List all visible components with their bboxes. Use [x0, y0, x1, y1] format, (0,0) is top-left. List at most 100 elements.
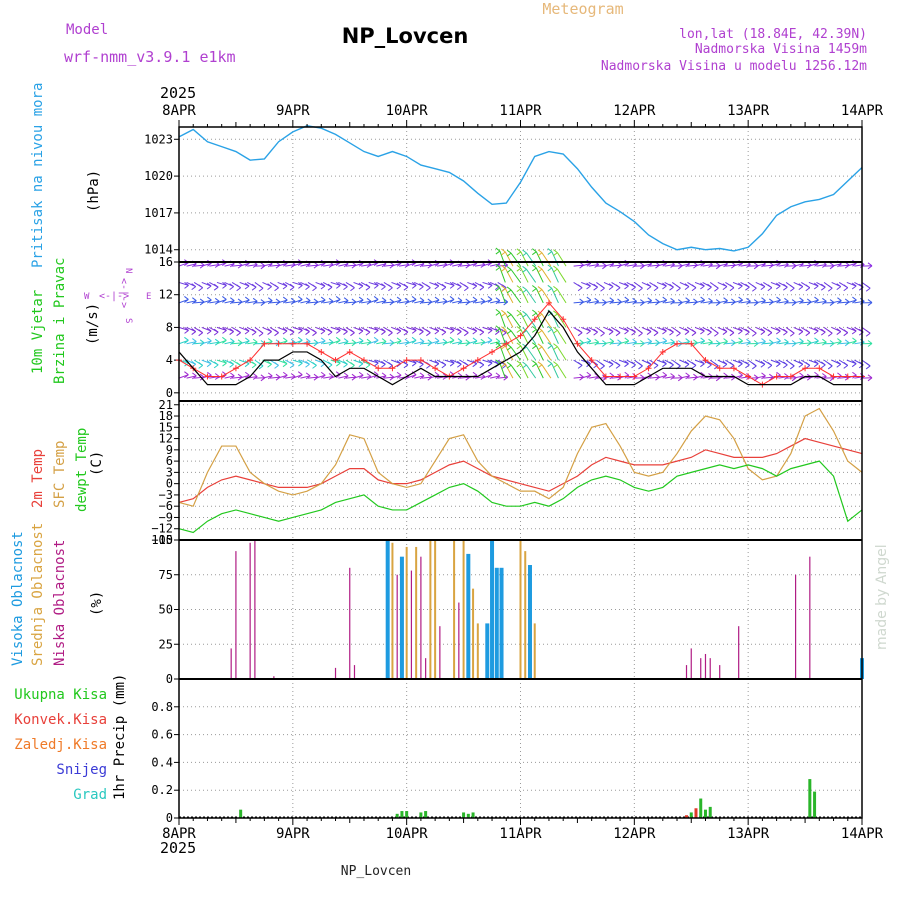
wind-barb-head — [608, 328, 614, 332]
wind-barb — [619, 299, 629, 304]
wind-barb — [490, 300, 501, 304]
wind-barb-head — [381, 363, 386, 368]
wind-barb-head — [537, 252, 543, 257]
wind-barb-head — [827, 362, 833, 367]
wind-barb-head — [373, 336, 379, 341]
wind-barb-head — [791, 302, 797, 306]
wind-barb-head — [290, 297, 296, 302]
wind-barb-head — [537, 361, 543, 366]
wind-barb-head — [537, 286, 543, 290]
wind-barb-head — [419, 286, 424, 290]
cloud-bar-mid — [524, 551, 527, 679]
wind-barb-head — [192, 297, 197, 302]
wind-barb-head — [229, 363, 234, 368]
temp-unit: (C) — [89, 451, 105, 476]
wind-barb-head — [501, 251, 506, 256]
compass-south: S — [123, 318, 133, 323]
wind-barb-head — [411, 296, 417, 300]
wind-barb-head — [388, 361, 393, 366]
wind-barb — [452, 300, 463, 304]
pressure-line — [178, 125, 863, 252]
wind-barb-head — [457, 263, 463, 268]
wind-barb-head — [343, 263, 349, 268]
wind-barb-head — [426, 284, 431, 289]
wind-gust-marker — [432, 365, 439, 372]
wind-barb-head — [192, 338, 197, 342]
wind-barb — [541, 313, 552, 328]
wind-barb-head — [434, 285, 440, 290]
wind-barb — [526, 252, 537, 267]
wind-barb-head — [365, 286, 371, 291]
wind-barb — [626, 300, 637, 304]
wind-barb — [611, 342, 622, 345]
wind-barb-head — [769, 339, 774, 344]
wind-barb-head — [631, 286, 636, 291]
wind-barb-head — [624, 330, 629, 335]
wind-barb-head — [419, 363, 424, 368]
wind-barb-head — [799, 372, 804, 377]
wind-barb — [353, 262, 364, 267]
wind-barb — [510, 330, 521, 345]
cloud-bar-low — [704, 653, 707, 679]
wind-barb — [526, 330, 537, 345]
wind-barb-head — [245, 296, 250, 301]
wind-barb — [277, 374, 288, 379]
wind-barb-head — [586, 330, 591, 335]
wind-barb-head — [222, 339, 227, 344]
wind-barb-head — [624, 285, 629, 290]
wind-barb-head — [251, 361, 257, 366]
wind-barb-head — [836, 360, 842, 365]
wind-barb — [315, 262, 326, 267]
wind-gust-marker — [688, 340, 695, 347]
wind-barb-head — [245, 299, 250, 304]
wind-barb-head — [411, 326, 417, 331]
wind-barb — [687, 301, 698, 304]
wind-barb-head — [312, 287, 317, 292]
wind-barb — [338, 300, 349, 304]
wind-barb — [232, 376, 243, 379]
wind-barb-head — [608, 331, 614, 335]
cloud-bar-mid — [429, 540, 432, 679]
wind-barb-head — [722, 283, 728, 287]
wind-barb — [391, 299, 402, 304]
wind-barb-head — [700, 340, 705, 345]
wind-barb-head — [746, 297, 751, 302]
wind-barb — [482, 281, 493, 286]
wind-barb-head — [867, 340, 873, 344]
wind-barb-head — [506, 314, 512, 318]
wind-barb-head — [851, 363, 857, 368]
wind-barb — [398, 300, 410, 304]
wind-barb-head — [547, 287, 553, 292]
wind-barb-head — [783, 364, 788, 369]
wind-barb-head — [472, 371, 478, 376]
wind-barb-head — [707, 286, 712, 291]
wind-barb-head — [700, 327, 705, 332]
wind-barb-head — [752, 365, 757, 370]
wind-barb — [626, 341, 637, 345]
wind-barb-head — [685, 372, 690, 377]
wind-barb-head — [343, 372, 349, 377]
wind-barb-head — [775, 327, 781, 332]
wind-barb-head — [670, 297, 675, 302]
wind-barb — [520, 345, 529, 361]
wind-barb — [292, 326, 303, 331]
wind-barb-head — [789, 284, 795, 289]
cloud-bar-mid — [405, 546, 408, 679]
wind-barb-head — [258, 287, 264, 292]
wind-barb-head — [198, 364, 203, 369]
wind-barb — [793, 341, 804, 345]
y-tick-label: 0 — [166, 811, 173, 825]
wind-barb — [725, 264, 736, 267]
wind-barb-head — [494, 283, 500, 287]
cloud-unit: (%) — [89, 591, 105, 616]
wind-barb-head — [729, 332, 735, 337]
wind-barb — [444, 281, 455, 286]
wind-barb-head — [457, 338, 463, 342]
wind-barb-head — [532, 363, 537, 368]
wind-barb-head — [867, 343, 873, 347]
wind-barb-head — [684, 286, 690, 290]
wind-barb-head — [670, 373, 675, 377]
wind-barb-head — [553, 252, 558, 257]
wind-barb — [573, 264, 584, 267]
wind-barb-head — [738, 327, 743, 332]
